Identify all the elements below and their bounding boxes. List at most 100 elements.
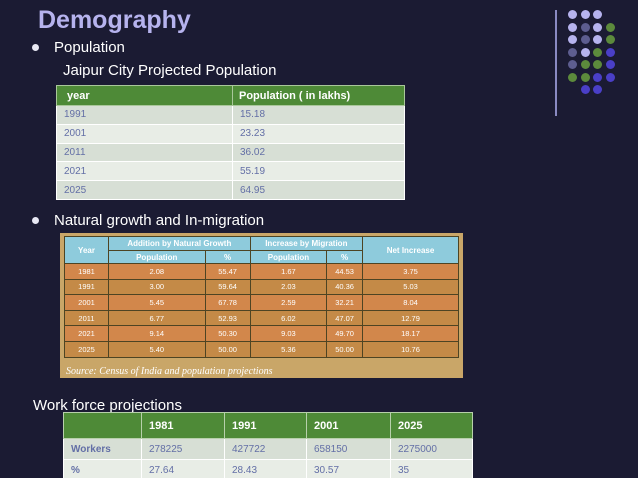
table-cell: 3.75 [362, 263, 459, 280]
growth-table-image: Year Addition by Natural Growth Increase… [60, 233, 463, 378]
table-cell: 12.79 [362, 309, 459, 327]
table-cell: 18.17 [362, 325, 459, 342]
cell-population: 55.19 [232, 161, 405, 182]
decorative-dot [580, 10, 590, 19]
table-cell: 5.03 [362, 278, 459, 296]
bullet-icon [32, 44, 39, 51]
decorative-dot [593, 10, 602, 19]
table-cell: 5.36 [249, 340, 328, 358]
population-subtitle: Jaipur City Projected Population [63, 62, 277, 79]
table-cell: 2.59 [249, 294, 328, 311]
table-cell: 3.00 [108, 278, 206, 296]
table-cell: 2025 [64, 340, 109, 358]
bullet-population: Population [32, 39, 125, 56]
cell-year: 2025 [56, 180, 233, 200]
decorative-dot [593, 35, 602, 44]
table-cell: 30.57 [306, 459, 391, 478]
col-header-population: Population ( in lakhs) [232, 85, 405, 106]
decorative-dot [580, 47, 590, 57]
table-cell: 9.14 [108, 325, 206, 342]
table-row: 2025 64.95 [56, 180, 405, 200]
col-subheader: % [326, 250, 363, 264]
table-row: 2001 23.23 [56, 123, 405, 144]
table-cell: 35 [390, 459, 473, 478]
table-cell: 55.47 [204, 263, 251, 280]
decorative-dot [568, 60, 577, 69]
table-cell: 6.02 [249, 309, 328, 327]
population-table: year Population ( in lakhs) 1991 15.18 200… [56, 85, 405, 200]
table-cell: 32.21 [326, 294, 363, 311]
table-cell: 8.04 [362, 294, 459, 311]
col-group-natural-growth: Addition by Natural Growth [108, 236, 251, 251]
table-cell: 47.07 [326, 309, 363, 327]
cell-population: 64.95 [232, 180, 405, 200]
table-cell: 44.53 [326, 263, 363, 280]
table-cell: 2021 [64, 325, 109, 342]
col-header-year: Year [64, 236, 109, 264]
cell-population: 15.18 [232, 105, 405, 125]
table-row: 2011 36.02 [56, 142, 405, 163]
decorative-dot [593, 47, 602, 57]
col-subheader: Population [249, 250, 328, 264]
table-row: 2001 5.45 67.78 2.59 32.21 8.04 [64, 294, 459, 311]
col-header-1981: 1981 [141, 412, 225, 439]
col-group-migration: Increase by Migration [249, 236, 364, 251]
table-cell: 2275000 [390, 438, 473, 460]
col-header-2025: 2025 [390, 412, 473, 439]
table-cell: 2011 [64, 309, 109, 327]
table-cell: 49.70 [326, 325, 363, 342]
decorative-dot [580, 35, 590, 44]
table-cell: 427722 [224, 438, 307, 460]
table-cell: 6.77 [108, 309, 206, 327]
decorative-dot [568, 72, 577, 82]
decorative-dot [605, 47, 615, 57]
decorative-dot [568, 22, 577, 32]
table-row: 2011 6.77 52.93 6.02 47.07 12.79 [64, 309, 459, 327]
bullet-population-label: Population [54, 39, 125, 56]
bullet-natural-growth-label: Natural growth and In-migration [54, 212, 265, 229]
bullet-natural-growth: Natural growth and In-migration [32, 212, 264, 229]
table-cell: 28.43 [224, 459, 307, 478]
col-header-net-increase: Net Increase [362, 236, 459, 264]
table-cell: 52.93 [204, 309, 251, 327]
workforce-title: Work force projections [33, 397, 182, 414]
table-cell: 2.03 [249, 278, 328, 296]
decorative-dot [580, 22, 590, 32]
decorative-dot [580, 60, 590, 69]
decorative-dot [580, 72, 590, 82]
decorative-dot [593, 85, 602, 94]
table-cell: 2001 [64, 294, 109, 311]
table-cell: 658150 [306, 438, 391, 460]
growth-table: Year Addition by Natural Growth Increase… [64, 236, 459, 358]
cell-year: 2011 [56, 142, 233, 163]
col-subheader: % [204, 250, 251, 264]
table-row: Workers 278225 427722 658150 2275000 [63, 438, 473, 460]
decorative-divider [555, 10, 557, 116]
table-cell: 9.03 [249, 325, 328, 342]
decorative-dot [580, 85, 590, 94]
slide-title: Demography [38, 6, 191, 34]
col-header-year: year [56, 85, 233, 106]
table-row: 2021 55.19 [56, 161, 405, 182]
decorative-dot [568, 10, 577, 19]
table-cell: 50.00 [326, 340, 363, 358]
decorative-dot [568, 47, 577, 57]
decorative-dot [605, 35, 615, 44]
col-header-blank [63, 412, 142, 439]
table-row: 1991 15.18 [56, 105, 405, 125]
cell-year: 1991 [56, 105, 233, 125]
cell-population: 36.02 [232, 142, 405, 163]
cell-year: 2001 [56, 123, 233, 144]
cell-population: 23.23 [232, 123, 405, 144]
table-row: 1981 2.08 55.47 1.67 44.53 3.75 [64, 263, 459, 280]
table-row: % 27.64 28.43 30.57 35 [63, 459, 473, 478]
decorative-dot [593, 22, 602, 32]
decorative-dot [593, 60, 602, 69]
table-cell: 10.76 [362, 340, 459, 358]
table-cell: 2.08 [108, 263, 206, 280]
table-cell: 1991 [64, 278, 109, 296]
row-label: Workers [63, 438, 142, 460]
cell-year: 2021 [56, 161, 233, 182]
bullet-icon [32, 217, 39, 224]
decorative-dot [593, 72, 602, 82]
